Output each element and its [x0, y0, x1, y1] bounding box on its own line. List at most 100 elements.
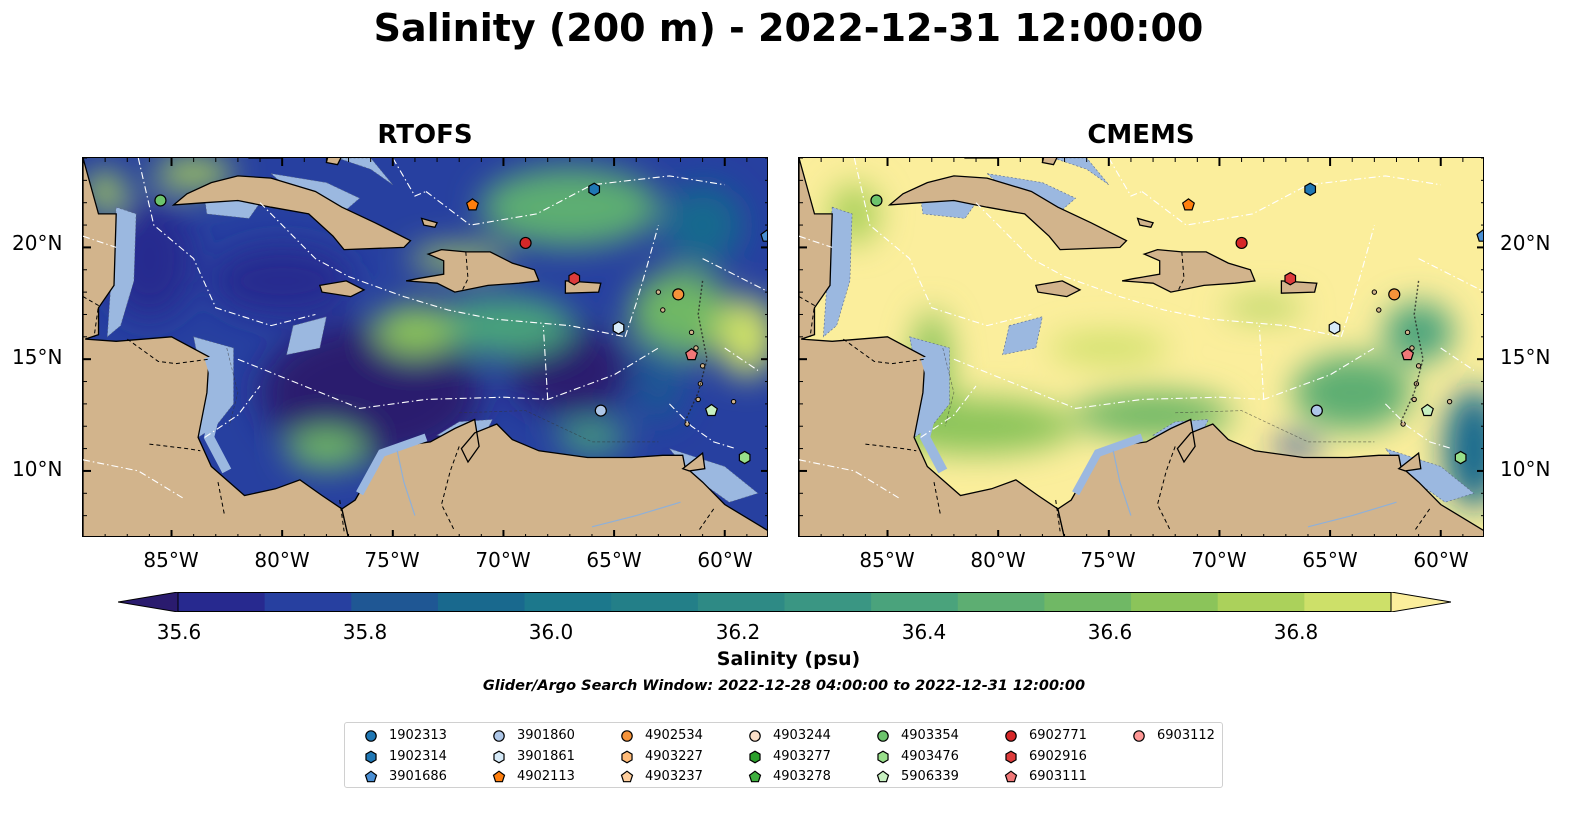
legend-marker-pentagon [492, 770, 506, 783]
legend-label: 4903237 [645, 769, 703, 784]
legend-entry: 1902313 [365, 728, 447, 744]
map-cmems[interactable] [798, 157, 1484, 537]
colorbar-tick-label: 35.8 [342, 620, 388, 644]
search-window-caption: Glider/Argo Search Window: 2022-12-28 04… [482, 678, 1086, 694]
legend-marker-hexagon [493, 750, 505, 763]
x-tick-label: 75°W [364, 548, 420, 572]
colorbar-extend-high [1390, 591, 1452, 613]
legend-label: 1902314 [389, 748, 447, 764]
observation-marker-3901686 [1476, 229, 1483, 242]
x-tick-label: 60°W [697, 548, 753, 572]
colorbar-tick-label: 35.6 [156, 620, 202, 644]
panel-title-cmems: CMEMS [1087, 120, 1195, 150]
x-tick-label: 85°W [859, 548, 915, 572]
colorbar-bin [1131, 592, 1219, 612]
colorbar-tick-label: 36.8 [1273, 620, 1319, 644]
observation-marker-4902113 [1181, 198, 1195, 211]
legend-label: 3901686 [389, 769, 447, 784]
observation-marker-3901860 [594, 404, 607, 417]
colorbar-bin [264, 592, 352, 612]
observation-marker-4902113 [465, 198, 479, 211]
legend-entry: 4903227 [621, 749, 703, 765]
legend-marker [877, 750, 889, 763]
legend-marker [621, 750, 633, 763]
legend-marker [877, 730, 889, 742]
legend-marker-hexagon [365, 750, 377, 763]
legend-label: 4903476 [901, 748, 959, 764]
legend-marker-circle [749, 730, 761, 742]
colorbar-label: Salinity (psu) [716, 648, 861, 670]
legend-entry: 4903354 [877, 728, 959, 744]
legend-entry: 3901860 [493, 728, 575, 744]
x-tick-label: 65°W [586, 548, 642, 572]
legend-entry: 6902771 [1005, 728, 1087, 744]
colorbar-bin [784, 592, 872, 612]
colorbar [117, 591, 1452, 613]
legend-marker-circle [493, 730, 505, 742]
legend-entry: 3901686 [364, 769, 447, 785]
legend-label: 1902313 [389, 728, 447, 743]
legend-entry: 4903476 [877, 748, 959, 765]
legend-entry: 3901861 [493, 749, 575, 765]
legend-marker-pentagon [1004, 770, 1018, 783]
legend-label: 4903354 [901, 728, 959, 743]
y-tick-label: 10°N [12, 457, 63, 481]
observation-marker-6902916 [1284, 271, 1297, 286]
observation-marker-3901860 [1310, 404, 1323, 417]
colorbar-bin [524, 592, 612, 612]
panel-title-rtofs: RTOFS [377, 120, 473, 150]
legend-marker-circle [621, 730, 633, 742]
observation-marker-4902534 [1388, 288, 1401, 301]
legend-label: 3901860 [517, 728, 575, 743]
colorbar-bin [1304, 592, 1392, 612]
legend-marker [749, 730, 761, 742]
legend-marker-pentagon [748, 770, 762, 783]
legend-label: 4903278 [773, 769, 831, 784]
legend-entry: 6903112 [1133, 728, 1215, 744]
legend-entry: 4902534 [621, 728, 703, 744]
legend-marker-pentagon [876, 770, 890, 783]
legend-label: 6902916 [1029, 748, 1087, 764]
legend-marker [749, 750, 761, 763]
legend-marker [493, 750, 505, 763]
legend-label: 4902534 [645, 728, 703, 743]
legend-marker-hexagon [877, 750, 889, 763]
legend-marker-hexagon [621, 750, 633, 763]
y-tick-label: 15°N [12, 345, 63, 369]
observation-marker-1902314 [588, 182, 601, 197]
observation-marker-4903476 [1454, 450, 1467, 465]
map-rtofs[interactable] [82, 157, 768, 537]
legend-marker [1005, 750, 1017, 763]
colorbar-bin [351, 592, 439, 612]
observation-marker-6903111 [1401, 347, 1415, 361]
legend-marker [876, 770, 890, 783]
legend-marker-circle [877, 730, 889, 742]
x-tick-label: 80°W [970, 548, 1026, 572]
legend-marker-pentagon [364, 770, 378, 783]
legend-marker [493, 730, 505, 742]
observation-marker-6902771 [519, 236, 532, 250]
legend-entry: 4902113 [492, 769, 575, 785]
legend-entry: 4903277 [749, 749, 831, 765]
colorbar-bin [871, 592, 959, 612]
x-tick-label: 70°W [1191, 548, 1247, 572]
observation-marker-5906339 [1420, 403, 1434, 417]
y-tick-label: 20°N [12, 231, 63, 255]
x-tick-label: 60°W [1413, 548, 1469, 572]
x-tick-label: 85°W [143, 548, 199, 572]
observation-marker-1902314 [1304, 182, 1317, 197]
legend-entry: 4903237 [620, 769, 703, 785]
map-rtofs-canvas [83, 158, 767, 536]
legend-label: 5906339 [901, 769, 959, 784]
legend-marker [365, 730, 377, 742]
legend-marker [748, 770, 762, 783]
legend-marker [364, 770, 378, 783]
observation-marker-3901861 [612, 321, 625, 335]
legend-entry: 6903111 [1004, 769, 1087, 785]
observation-marker-3901686 [760, 229, 767, 242]
legend-marker [1133, 730, 1145, 742]
legend-marker-pentagon [620, 770, 634, 783]
legend-marker-circle [365, 730, 377, 742]
legend: 1902313 1902314 3901686 3901860 3901861 49021… [344, 722, 1223, 788]
legend-marker-hexagon [1005, 750, 1017, 763]
